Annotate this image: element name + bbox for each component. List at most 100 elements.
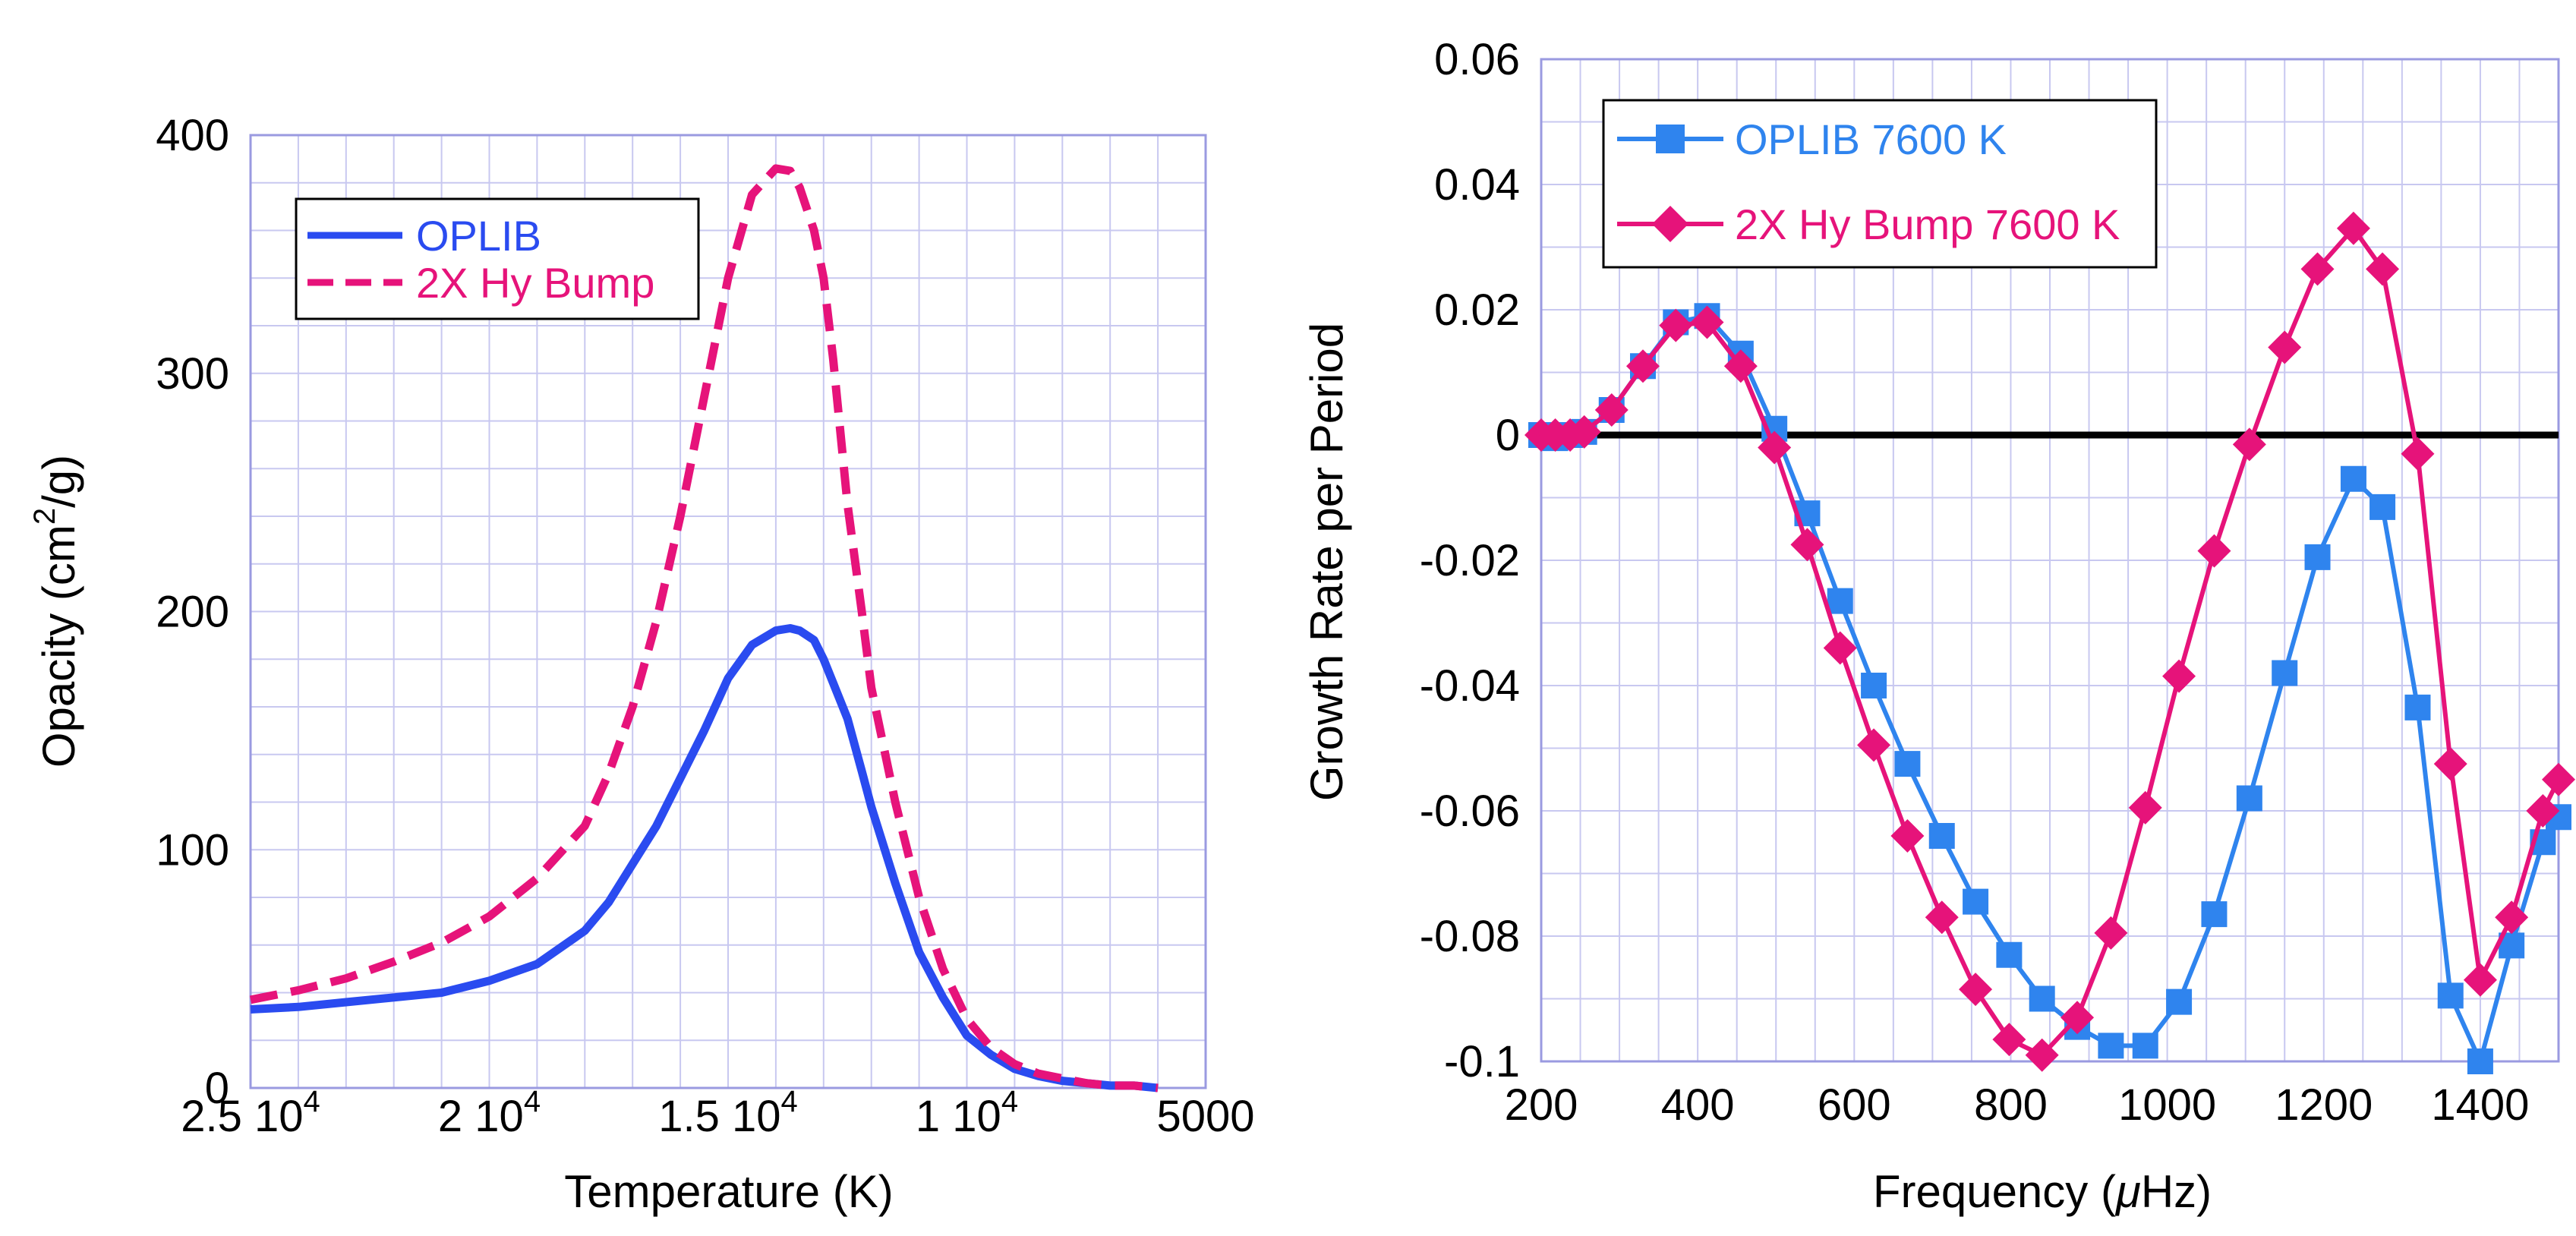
data-point xyxy=(1928,823,1955,849)
data-point xyxy=(2495,900,2529,935)
opacity-grid xyxy=(250,134,1206,1089)
data-point xyxy=(1626,349,1660,383)
opacity-plot-frame xyxy=(249,134,1207,1089)
tick-mantissa: 2 10 xyxy=(438,1092,524,1141)
data-point xyxy=(2340,465,2366,492)
data-point xyxy=(2272,660,2298,686)
tick-mantissa: 1.5 10 xyxy=(658,1092,780,1141)
data-point xyxy=(1659,308,1693,342)
opacity-series xyxy=(249,164,1159,1093)
data-point xyxy=(1690,305,1724,339)
tick-exponent: 4 xyxy=(304,1085,320,1118)
opacity-x-ticks: 2.5 104 2 104 1.5 104 1 104 5000 xyxy=(181,1085,1254,1141)
x-tick-label: 1000 xyxy=(2118,1080,2216,1130)
legend-label-oplib: OPLIB xyxy=(416,212,541,260)
legend-marker-square xyxy=(1656,125,1685,153)
tick-mantissa: 1 10 xyxy=(916,1092,1001,1141)
data-point xyxy=(2401,437,2435,471)
y-tick-label: -0.06 xyxy=(1420,787,1520,836)
data-point xyxy=(2094,916,2128,950)
growth-x-axis-title: Frequency (μHz) xyxy=(1873,1166,2212,1217)
data-point xyxy=(2132,1033,2158,1059)
x-tick-label: 600 xyxy=(1818,1080,1891,1130)
growth-legend-box xyxy=(1602,99,2158,269)
y-tick-label: 400 xyxy=(156,111,229,160)
y-tick-label: 0.02 xyxy=(1434,285,1520,335)
data-point xyxy=(2366,252,2400,286)
data-point xyxy=(1992,1023,2026,1057)
data-point xyxy=(2542,762,2575,796)
data-point xyxy=(1925,900,1959,935)
x-tick-label: 1 104 xyxy=(916,1085,1018,1141)
tick-exponent: 4 xyxy=(524,1085,541,1118)
x-tick-label: 1200 xyxy=(2275,1080,2373,1130)
growth-x-ticks: 200 400 600 800 1000 1200 1400 xyxy=(1505,1080,2530,1130)
y-title-pre: Opacity (cm xyxy=(33,525,84,768)
data-point xyxy=(2098,1033,2124,1059)
data-point xyxy=(1567,415,1601,449)
data-point xyxy=(2025,1038,2059,1072)
growth-legend: OPLIB 7600 K 2X Hy Bump 7600 K xyxy=(1602,99,2158,269)
x-title-post: Hz) xyxy=(2141,1166,2212,1217)
data-point xyxy=(2060,1001,2095,1035)
growth-y-ticks: 0.06 0.04 0.02 0 -0.02 -0.04 -0.06 -0.08 -0.1 xyxy=(1420,35,1520,1086)
data-point xyxy=(1723,349,1758,383)
data-point xyxy=(1594,393,1629,427)
data-point xyxy=(2236,785,2262,812)
x-tick-label: 800 xyxy=(1974,1080,2048,1130)
y-tick-label: -0.1 xyxy=(1444,1037,1520,1086)
y-title-superscript: 2 xyxy=(28,508,61,525)
data-point xyxy=(2268,330,2302,364)
y-tick-label: 0.06 xyxy=(1434,35,1520,84)
legend-label-hy-bump-7600: 2X Hy Bump 7600 K xyxy=(1735,200,2120,248)
y-tick-label: -0.02 xyxy=(1420,536,1520,585)
data-point xyxy=(2433,747,2467,781)
data-point xyxy=(2232,427,2266,462)
data-point xyxy=(1823,631,1857,665)
opacity-y-ticks: 0 100 200 300 400 xyxy=(156,111,229,1113)
data-point xyxy=(2304,544,2331,570)
data-point xyxy=(2437,982,2464,1009)
x-tick-label: 200 xyxy=(1505,1080,1578,1130)
y-tick-label: 300 xyxy=(156,349,229,399)
growth-series xyxy=(1524,211,2575,1074)
data-point xyxy=(1890,819,1925,853)
y-tick-label: 0 xyxy=(1496,411,1520,460)
legend-label-oplib-7600: OPLIB 7600 K xyxy=(1735,115,2007,163)
tick-exponent: 4 xyxy=(781,1085,798,1118)
y-tick-label: 0 xyxy=(205,1064,229,1113)
x-title-mu: μ xyxy=(2114,1166,2141,1217)
data-point xyxy=(2369,493,2396,520)
data-point xyxy=(2162,659,2196,693)
data-point xyxy=(2300,252,2335,286)
data-point xyxy=(2336,211,2370,245)
data-point xyxy=(2463,963,2497,997)
data-point xyxy=(1861,673,1887,698)
x-tick-label: 2 104 xyxy=(438,1085,541,1141)
opacity-legend-box xyxy=(295,197,700,320)
x-tick-label: 2.5 104 xyxy=(181,1085,320,1141)
data-point xyxy=(2029,985,2055,1012)
data-point xyxy=(1857,728,1891,762)
y-tick-label: -0.04 xyxy=(1420,661,1520,711)
opacity-x-axis-title: Temperature (K) xyxy=(564,1166,893,1217)
opacity-y-axis-title: Opacity (cm2/g) xyxy=(28,455,84,768)
y-tick-label: 0.04 xyxy=(1434,160,1520,210)
data-point xyxy=(2166,988,2193,1015)
y-title-post: /g) xyxy=(33,455,84,508)
data-point xyxy=(2197,534,2231,568)
data-point xyxy=(1996,941,2023,968)
opacity-legend: OPLIB 2X Hy Bump xyxy=(295,197,700,320)
data-point xyxy=(2526,794,2560,828)
legend-label-hy-bump: 2X Hy Bump xyxy=(416,259,654,307)
tick-exponent: 4 xyxy=(1001,1085,1018,1118)
series-line-oplib xyxy=(250,624,1159,1093)
data-point xyxy=(2128,790,2162,825)
growth-y-axis-title: Growth Rate per Period xyxy=(1301,323,1352,801)
data-point xyxy=(2201,901,2228,928)
series-hy-bump-7600 xyxy=(1524,211,2575,1072)
data-point xyxy=(1758,430,1792,465)
data-point xyxy=(2404,694,2431,720)
data-point xyxy=(1963,888,1989,915)
